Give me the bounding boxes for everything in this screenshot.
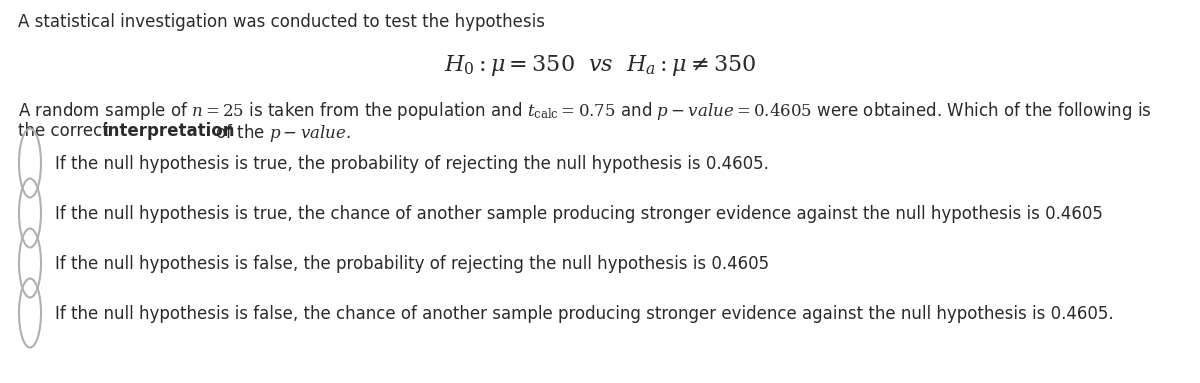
Text: of the $p - \mathit{value}$.: of the $p - \mathit{value}$. <box>210 122 350 144</box>
Text: If the null hypothesis is false, the chance of another sample producing stronger: If the null hypothesis is false, the cha… <box>55 305 1114 323</box>
Text: the correct: the correct <box>18 122 114 140</box>
Text: $H_0 : \mu = 350\ \ \mathit{vs}\ \ H_a : \mu \neq 350$: $H_0 : \mu = 350\ \ \mathit{vs}\ \ H_a :… <box>444 53 756 78</box>
Text: A random sample of $n = 25$ is taken from the population and $t_{\mathrm{calc}} : A random sample of $n = 25$ is taken fro… <box>18 100 1152 122</box>
Text: If the null hypothesis is true, the probability of rejecting the null hypothesis: If the null hypothesis is true, the prob… <box>55 155 769 173</box>
Text: interpretation: interpretation <box>103 122 235 140</box>
Text: If the null hypothesis is false, the probability of rejecting the null hypothesi: If the null hypothesis is false, the pro… <box>55 255 769 273</box>
Text: If the null hypothesis is true, the chance of another sample producing stronger : If the null hypothesis is true, the chan… <box>55 205 1103 223</box>
Text: A statistical investigation was conducted to test the hypothesis: A statistical investigation was conducte… <box>18 13 545 31</box>
